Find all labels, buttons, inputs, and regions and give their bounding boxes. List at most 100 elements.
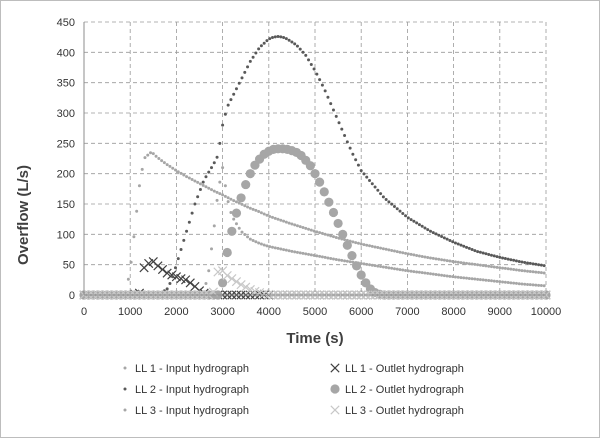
data-point <box>376 264 380 268</box>
data-point <box>523 269 527 273</box>
data-point <box>179 171 183 175</box>
data-point <box>198 187 202 191</box>
data-point <box>401 251 405 255</box>
data-point <box>437 257 441 261</box>
data-point <box>304 226 308 230</box>
legend-item: LL 2 - Outlet hydrograph <box>330 384 464 396</box>
data-point <box>241 282 251 292</box>
data-point <box>273 35 277 39</box>
data-point <box>319 187 329 197</box>
data-point <box>215 190 219 194</box>
data-point <box>295 44 299 48</box>
data-point <box>509 267 513 271</box>
data-point <box>484 264 488 268</box>
data-point <box>251 55 255 59</box>
data-point <box>181 275 191 285</box>
data-point <box>426 255 430 259</box>
data-point <box>307 227 311 231</box>
data-point <box>381 247 385 251</box>
data-point <box>226 200 230 204</box>
data-point <box>318 78 322 82</box>
data-point <box>440 258 444 262</box>
data-point <box>531 283 535 287</box>
data-point <box>370 244 374 248</box>
legend-marker <box>330 363 340 373</box>
data-point <box>182 238 186 242</box>
data-point <box>506 257 510 261</box>
data-point <box>498 255 502 259</box>
data-point <box>448 238 452 242</box>
data-point <box>270 36 274 40</box>
data-point <box>440 235 444 239</box>
data-point <box>451 240 455 244</box>
data-point <box>478 263 482 267</box>
data-point <box>503 280 507 284</box>
data-point <box>334 257 338 261</box>
data-point <box>348 146 352 150</box>
data-point <box>354 158 358 162</box>
data-point <box>268 245 272 249</box>
data-point <box>531 270 535 274</box>
data-point <box>290 40 294 44</box>
data-point <box>376 188 380 192</box>
data-point <box>229 210 233 214</box>
data-point <box>215 198 219 202</box>
data-point <box>293 250 297 254</box>
data-point <box>284 248 288 252</box>
data-point <box>509 281 513 285</box>
data-point <box>495 279 499 283</box>
data-point <box>417 270 421 274</box>
data-point <box>431 272 435 276</box>
data-point <box>420 271 424 275</box>
data-point <box>305 161 315 171</box>
data-point <box>462 261 466 265</box>
data-point <box>437 233 441 237</box>
data-point <box>526 261 530 265</box>
data-point <box>295 250 299 254</box>
data-point <box>223 194 227 198</box>
data-point <box>520 269 524 273</box>
data-point <box>312 253 316 257</box>
data-point <box>262 41 266 45</box>
data-point <box>453 275 457 279</box>
data-point <box>509 258 513 262</box>
data-point <box>489 253 493 257</box>
data-point <box>434 232 438 236</box>
data-point <box>265 213 269 217</box>
data-point <box>248 206 252 210</box>
x-tick-label: 3000 <box>210 306 234 318</box>
data-point <box>347 250 357 261</box>
legend-label: LL 3 - Outlet hydrograph <box>345 405 464 417</box>
data-point <box>514 268 518 272</box>
data-point <box>370 263 374 267</box>
data-point <box>259 242 263 246</box>
data-point <box>193 179 197 183</box>
data-point <box>390 248 394 252</box>
data-point <box>301 251 305 255</box>
data-point <box>342 240 352 250</box>
data-point <box>240 202 244 206</box>
data-point <box>489 265 493 269</box>
data-point <box>229 197 233 201</box>
data-point <box>232 217 236 221</box>
data-point <box>373 245 377 249</box>
data-point <box>459 276 463 280</box>
data-point <box>528 261 532 265</box>
data-point <box>251 207 255 211</box>
data-point <box>498 266 502 270</box>
data-point <box>210 247 214 251</box>
data-point <box>404 214 408 218</box>
data-point <box>162 161 166 165</box>
data-point <box>334 114 338 118</box>
data-point <box>237 81 241 85</box>
data-point <box>415 270 419 274</box>
data-point <box>276 246 280 250</box>
data-point <box>284 37 288 41</box>
data-point <box>160 159 164 163</box>
data-point <box>326 256 330 260</box>
data-point <box>212 189 216 193</box>
data-point <box>187 220 191 224</box>
data-point <box>492 265 496 269</box>
